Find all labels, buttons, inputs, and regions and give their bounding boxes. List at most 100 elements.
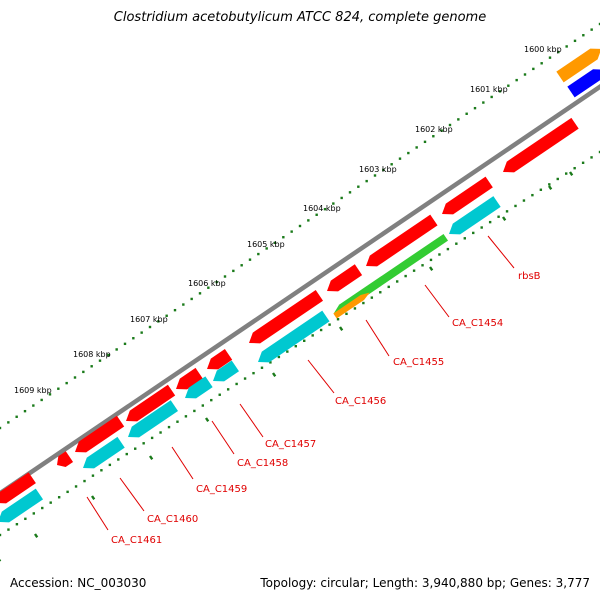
tick-dot: [463, 237, 466, 240]
tick-mark: [149, 455, 154, 460]
tick-dot: [40, 398, 43, 402]
tick-dot: [548, 183, 551, 186]
tick-mark: [548, 185, 553, 190]
tick-dot: [134, 447, 137, 450]
gene-label: rbsB: [518, 271, 541, 282]
tick-dot: [328, 323, 331, 326]
tick-dot: [98, 359, 102, 362]
tick-dot: [248, 258, 252, 261]
tick-dot: [218, 393, 221, 396]
tick-dot: [565, 45, 568, 48]
tick-dot: [598, 150, 600, 154]
tick-dot: [564, 172, 568, 175]
tick-dot: [582, 34, 585, 37]
tick-dot: [277, 355, 281, 359]
tick-dot: [265, 247, 268, 250]
features: [0, 48, 600, 523]
tick-dot: [490, 95, 493, 99]
tick-dot: [65, 381, 68, 385]
tick-dot: [74, 485, 78, 488]
gene-callout-line: [119, 477, 145, 512]
tick-dot: [514, 204, 517, 208]
reverse-cds-arrow: [0, 488, 44, 523]
tick-dot: [473, 106, 477, 110]
tick-label: 1604 kbp: [303, 204, 341, 213]
tick-label: 1609 kbp: [14, 386, 52, 395]
tick-dot: [415, 146, 418, 149]
tick-dot: [193, 409, 196, 413]
gene-callout-line: [487, 235, 515, 269]
tick-dot: [581, 161, 585, 164]
tick-dot: [340, 196, 343, 200]
tick-mark: [502, 216, 507, 221]
tick-dot: [590, 28, 593, 31]
forward-cds-arrow: [126, 384, 176, 422]
tick-dot: [294, 344, 297, 348]
tick-dot: [540, 62, 543, 65]
reverse-cds-arrow: [449, 196, 501, 235]
gene-callout-line: [211, 420, 235, 455]
tick-dot: [0, 426, 2, 430]
forward-cds-arrow: [442, 176, 493, 215]
tick-dot: [507, 84, 510, 87]
tick-dot: [269, 361, 272, 364]
gene-callout-line: [365, 319, 390, 357]
tick-dot: [348, 191, 352, 194]
tick-dot: [223, 275, 227, 278]
tick-dot: [488, 220, 492, 224]
tick-dot: [505, 210, 509, 213]
tick-dot: [286, 350, 289, 353]
tick-dot: [311, 334, 314, 337]
tick-dot: [100, 469, 103, 472]
tick-dot: [210, 398, 213, 402]
forward-cds-arrow: [366, 214, 438, 267]
tick-dot: [438, 253, 441, 256]
tick-mark: [339, 326, 344, 331]
gene-label: CA_C1455: [393, 357, 444, 368]
tick-dot: [260, 366, 264, 369]
tick-dot: [303, 339, 306, 343]
tick-dot: [41, 506, 44, 510]
trna-feature: [556, 48, 600, 83]
other-feature: [567, 69, 600, 98]
forward-cds-arrow: [57, 451, 74, 468]
tick-dot: [362, 301, 365, 305]
tick-dot: [557, 50, 560, 54]
tick-dot: [353, 307, 357, 310]
tick-dot: [432, 135, 435, 138]
reverse-cds-arrow: [128, 400, 179, 438]
tick-label: 1607 kbp: [130, 315, 168, 324]
tick-label: 1608 kbp: [73, 350, 111, 359]
tick-dot: [573, 39, 577, 43]
forward-cds-arrow: [327, 264, 363, 292]
tick-dot: [412, 269, 416, 272]
tick-mark: [272, 372, 277, 377]
tick-dot: [240, 264, 243, 267]
tick-dot: [345, 312, 348, 316]
gene-label: CA_C1460: [147, 514, 198, 525]
tick-dot: [298, 224, 302, 228]
tick-dot: [7, 528, 10, 531]
tick-dot: [257, 252, 260, 256]
tick-label: 1602 kbp: [415, 125, 453, 134]
tick-dot: [395, 280, 399, 283]
tick-dot: [142, 442, 145, 445]
tick-dot: [150, 436, 154, 440]
tick-label: 1603 kbp: [359, 165, 397, 174]
tick-dot: [252, 371, 255, 375]
gene-label: CA_C1461: [111, 535, 162, 546]
tick-dot: [307, 219, 310, 222]
tick-dot: [82, 370, 85, 374]
forward-cds-arrow: [176, 367, 203, 390]
tick-dot: [243, 377, 247, 380]
tick-dot: [548, 56, 552, 59]
tick-dot: [480, 226, 483, 229]
forward-cds-arrow: [0, 472, 36, 504]
tick-dot: [108, 463, 112, 467]
tick-dot: [429, 258, 433, 262]
tick-dot: [440, 129, 443, 132]
reverse-cds-arrow: [185, 376, 213, 399]
reverse-cds-arrow: [258, 310, 330, 363]
tick-dot: [15, 523, 19, 526]
gene-label: CA_C1454: [452, 318, 503, 329]
